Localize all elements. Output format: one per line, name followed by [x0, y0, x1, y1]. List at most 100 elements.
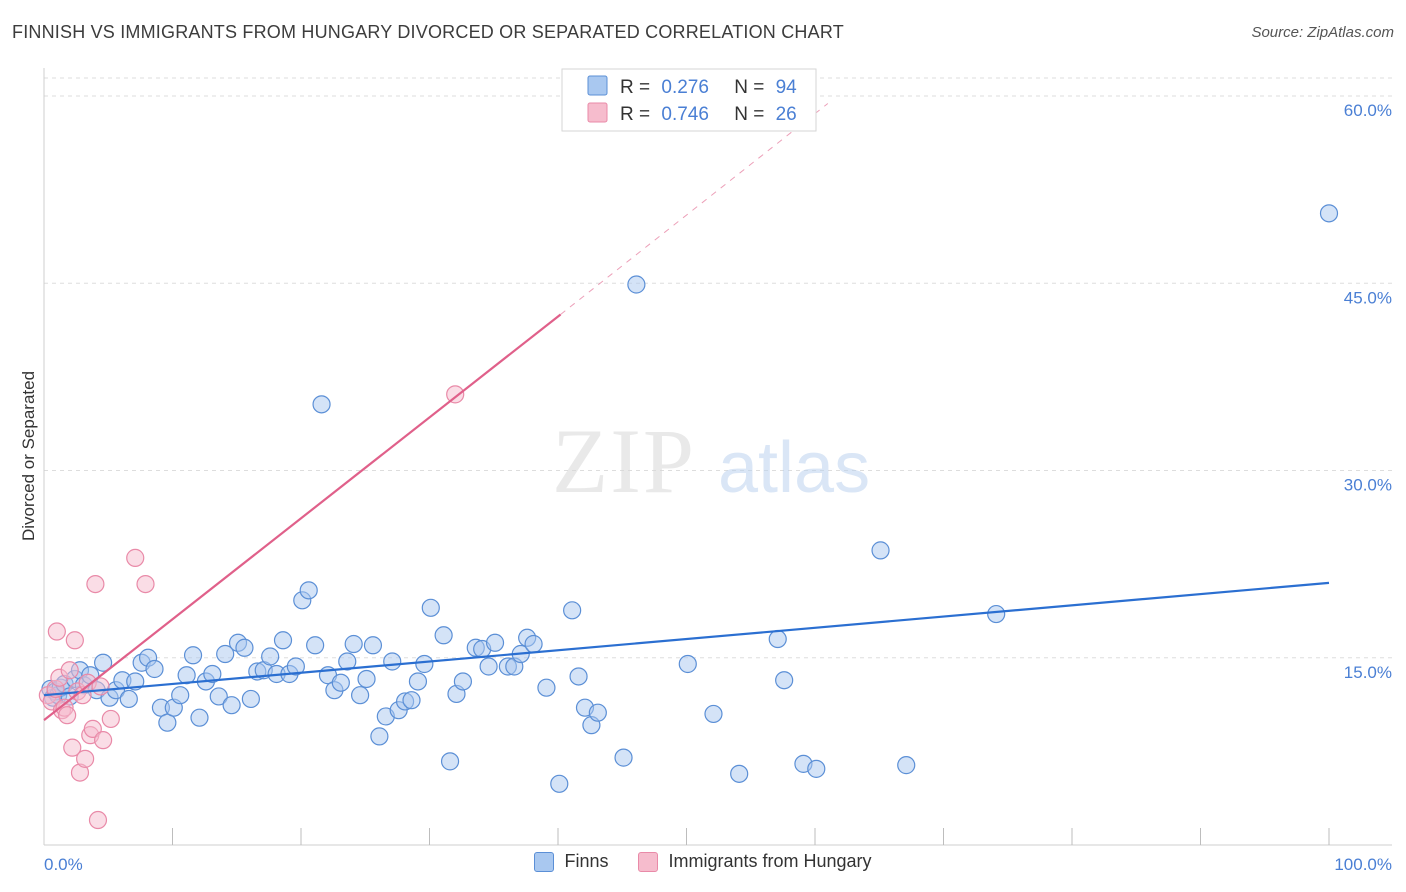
finns-point-16: [119, 689, 138, 709]
finns-point-53: [357, 669, 376, 689]
finns-point-61: [408, 672, 428, 691]
finns-point-76: [524, 634, 543, 654]
finns-point-49: [331, 673, 350, 692]
axes: [43, 68, 1392, 846]
x-tick-label-right: 100.0%: [1334, 855, 1392, 874]
finns-point-80: [569, 667, 588, 686]
finns-point-71: [485, 633, 505, 652]
hungary-point-22: [101, 709, 120, 729]
legend-n-label-hungary: N =: [734, 104, 764, 125]
finns-point-88: [730, 764, 749, 783]
legend-swatch-finns: [587, 75, 608, 96]
finns-point-50: [338, 652, 357, 671]
finns-point-35: [241, 689, 260, 709]
finns-point-63: [421, 598, 440, 617]
bottom-legend-swatch-hungary: [638, 851, 659, 872]
finns-point-42: [286, 657, 305, 676]
finns-point-93: [871, 541, 890, 560]
finns-point-34: [235, 638, 254, 657]
finns-point-30: [209, 687, 228, 706]
y-tick-labels: 15.0% 30.0% 45.0% 60.0%: [1344, 101, 1392, 682]
hungary-point-25: [446, 385, 465, 404]
legend-box: R = 0.276 N = 94 R = 0.746 N = 26: [561, 68, 817, 132]
watermark: ZIP atlas: [552, 410, 870, 512]
hungary-point-19: [88, 810, 108, 830]
bottom-legend-label-hungary: Immigrants from Hungary: [668, 851, 872, 871]
bottom-legend-label-finns: Finns: [564, 851, 609, 871]
bottom-legend-hungary[interactable]: Immigrants from Hungary: [638, 851, 872, 872]
finns-point-45: [306, 636, 325, 655]
finns-point-96: [1319, 204, 1339, 223]
y-tick-label-0: 15.0%: [1344, 663, 1392, 682]
legend-r-label-finns: R =: [620, 77, 650, 98]
legend-r-label-hungary: R =: [620, 104, 650, 125]
legend-r-value-hungary: 0.746: [661, 104, 709, 125]
watermark-zip: ZIP: [552, 410, 696, 512]
y-axis-label: Divorced or Separated: [19, 371, 38, 541]
grid-lines: [44, 77, 1392, 659]
hungary-point-17: [83, 719, 102, 739]
finns-point-54: [363, 636, 383, 655]
finns-point-55: [370, 727, 389, 746]
hungary-point-21: [94, 731, 113, 750]
finns-point-95: [987, 604, 1006, 624]
finns-point-62: [415, 654, 434, 674]
finns-point-70: [479, 657, 498, 676]
hungary-point-18: [86, 574, 105, 594]
finns-point-84: [614, 748, 633, 767]
finns-point-22: [158, 713, 177, 732]
legend-n-value-hungary: 26: [776, 104, 797, 125]
bottom-legend: Finns Immigrants from Hungary: [0, 851, 1406, 872]
x-ticks: [172, 828, 1330, 845]
finns-point-44: [299, 581, 318, 600]
finns-point-20: [145, 659, 164, 679]
hungary-trend-line: [43, 313, 562, 722]
finns-point-29: [203, 664, 222, 684]
finns-point-64: [434, 626, 453, 645]
legend-n-label-finns: N =: [734, 77, 764, 98]
finns-point-31: [216, 644, 235, 664]
legend-n-value-finns: 94: [776, 77, 798, 98]
finns-point-77: [537, 678, 556, 697]
finns-point-78: [550, 774, 569, 793]
finns-point-26: [183, 646, 203, 665]
chart-title: FINNISH VS IMMIGRANTS FROM HUNGARY DIVOR…: [12, 22, 844, 42]
hungary-point-14: [76, 749, 95, 768]
source-label: Source: ZipAtlas.com: [1251, 24, 1394, 41]
finns-point-94: [897, 756, 916, 775]
y-tick-label-3: 60.0%: [1344, 101, 1392, 120]
finns-point-90: [775, 671, 794, 690]
x-tick-label-left: 0.0%: [44, 855, 83, 874]
finns-point-32: [222, 696, 241, 715]
finns-point-24: [171, 686, 190, 705]
y-tick-label-2: 45.0%: [1344, 288, 1392, 307]
finns-point-65: [440, 752, 460, 771]
finns-point-46: [312, 395, 331, 414]
finns-point-86: [678, 654, 697, 674]
trend-lines: [43, 103, 1330, 722]
finns-point-79: [563, 601, 582, 620]
finns-point-83: [588, 703, 607, 722]
finns-point-38: [261, 647, 280, 666]
hungary-point-9: [63, 738, 82, 757]
finns-point-60: [402, 691, 421, 710]
hungary-point-23: [126, 548, 145, 567]
hungary-point-24: [136, 574, 155, 594]
y-tick-label-1: 30.0%: [1344, 476, 1392, 495]
finns-point-87: [704, 704, 723, 724]
legend-r-value-finns: 0.276: [661, 77, 709, 98]
finns-point-51: [344, 634, 363, 654]
finns-point-27: [190, 708, 209, 727]
svg-text:R = 0.746 N =: R = 0.746 N = 26: [620, 104, 797, 125]
finns-points: [41, 204, 1339, 793]
finns-trend-line: [43, 581, 1330, 697]
hungary-point-3: [47, 622, 66, 641]
finns-point-92: [807, 759, 826, 778]
bottom-legend-finns[interactable]: Finns: [534, 851, 608, 872]
bottom-legend-swatch-finns: [534, 851, 555, 872]
hungary-point-7: [58, 706, 77, 725]
finns-point-17: [126, 672, 145, 691]
finns-point-40: [273, 631, 293, 650]
svg-text:R = 0.276 N =: R = 0.276 N = 94: [620, 77, 797, 98]
